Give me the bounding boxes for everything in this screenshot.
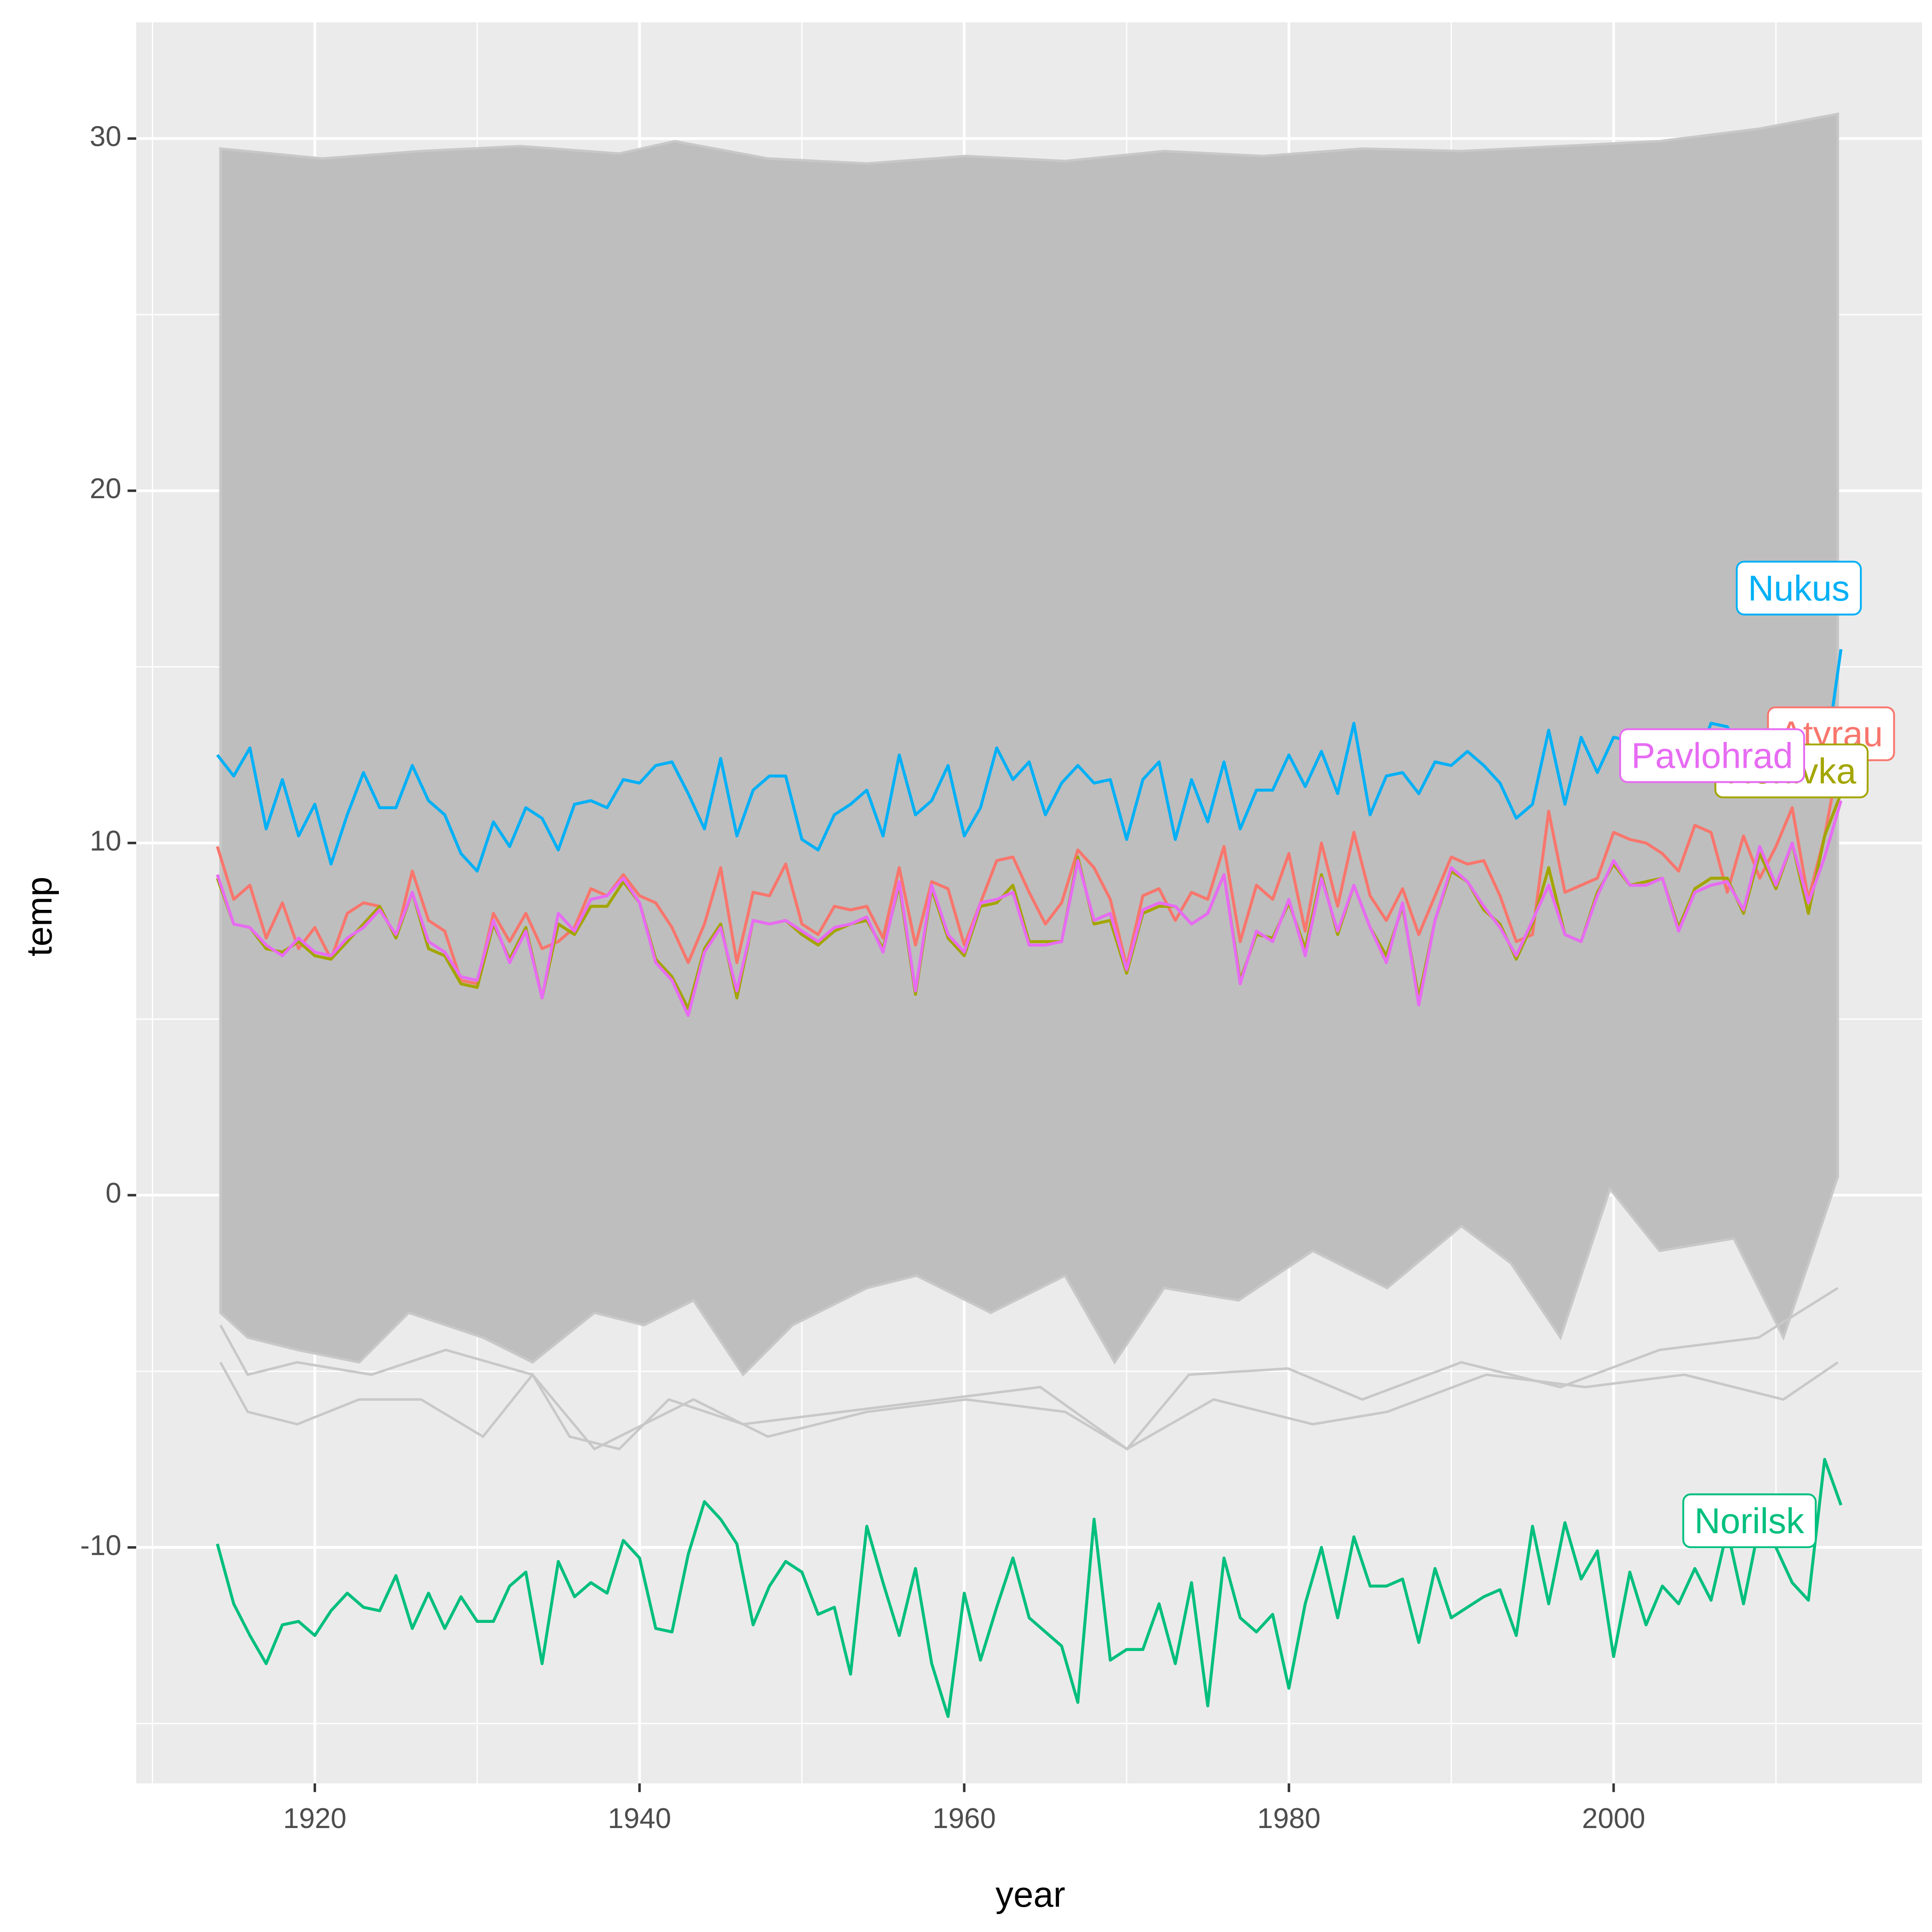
series-line [216, 649, 1843, 873]
x-tick-label: 1920 [283, 1803, 347, 1834]
series-labels: AtyrauHorlivkaNorilskNukusPavlohrad [1619, 560, 1895, 1548]
series-line [216, 800, 1843, 1017]
series-label-box [1736, 560, 1862, 615]
y-tick-label: 30 [90, 121, 121, 152]
background-mass [219, 112, 1840, 1377]
y-tick-label: -10 [80, 1530, 121, 1561]
x-axis-title: year [995, 1874, 1065, 1915]
background-line [219, 1361, 1839, 1451]
series-label: Nukus [1748, 568, 1850, 608]
y-tick-label: 20 [90, 473, 121, 505]
x-tick-label: 1940 [608, 1803, 671, 1834]
background-lines [219, 112, 1840, 1451]
y-tick-label: 10 [90, 825, 121, 857]
x-tick-label: 1980 [1257, 1803, 1321, 1834]
y-tick-label: 0 [105, 1178, 121, 1209]
x-tick-label: 2000 [1582, 1803, 1645, 1834]
series-lines [216, 649, 1843, 1718]
series-label: Pavlohrad [1631, 736, 1793, 776]
series-label-box [1619, 728, 1806, 783]
series-label: Norilsk [1694, 1501, 1805, 1541]
y-axis-title: temp [19, 877, 59, 957]
x-tick-label: 1960 [932, 1803, 996, 1834]
series-line [216, 1458, 1843, 1718]
series-label-box [1682, 1493, 1817, 1548]
